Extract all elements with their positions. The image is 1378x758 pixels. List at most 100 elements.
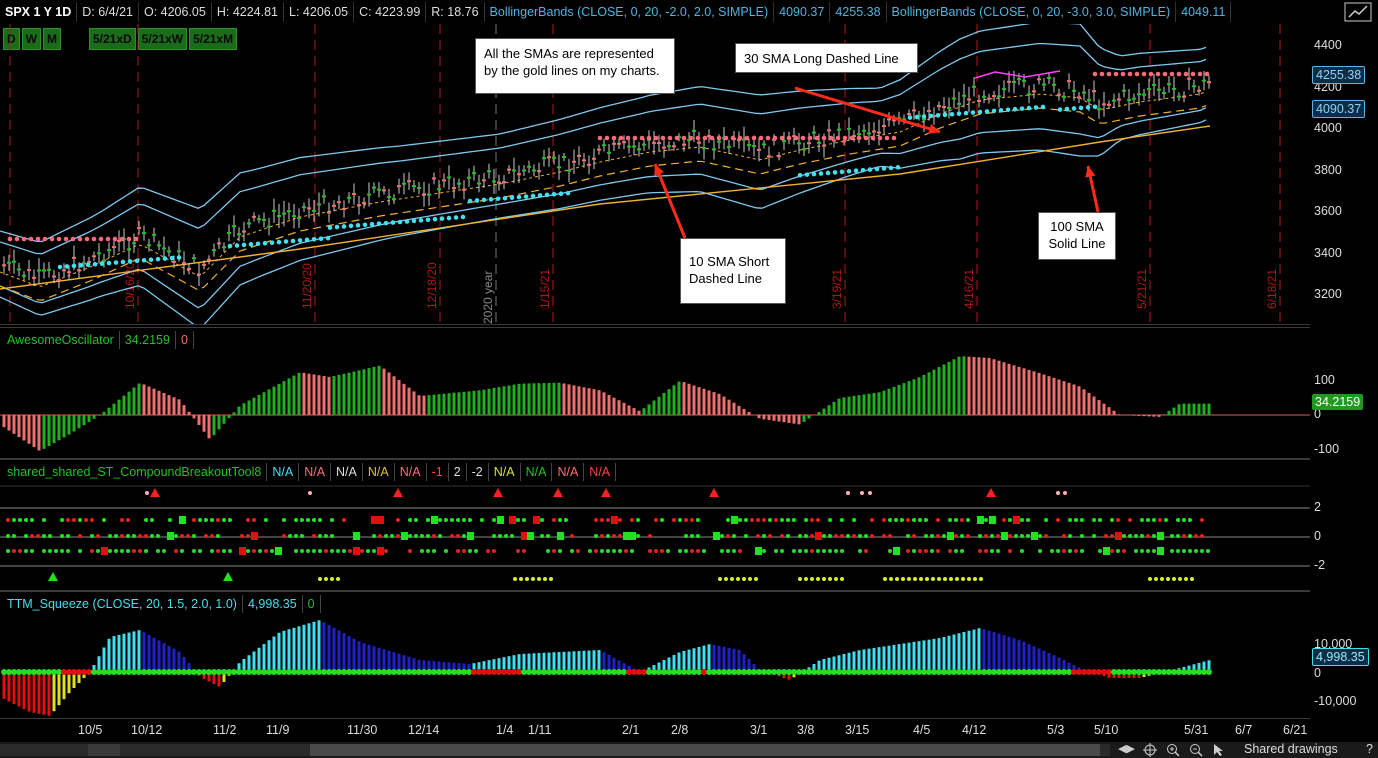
compound-breakout-pane[interactable]: shared_shared_ST_CompoundBreakoutTool8 N… bbox=[0, 459, 1310, 591]
shared-drawings-button[interactable]: Shared drawings bbox=[1244, 742, 1338, 756]
ao-histogram-bar bbox=[832, 401, 836, 415]
st-name[interactable]: shared_shared_ST_CompoundBreakoutTool8 bbox=[2, 463, 268, 481]
zoom-out-icon[interactable] bbox=[1189, 743, 1203, 757]
support-dot bbox=[474, 198, 480, 203]
price-chart[interactable]: 10/16/20 11/20/20 12/18/20 2020 year 1/15/21… bbox=[0, 24, 1310, 324]
ttm-squeeze-dot bbox=[321, 669, 327, 675]
ao-histogram-bar bbox=[422, 395, 426, 415]
ttm-histogram-bar bbox=[127, 632, 131, 672]
st-signal-dot bbox=[888, 534, 892, 538]
ttm-histogram-bar bbox=[477, 662, 481, 672]
ttm-squeeze-dot bbox=[311, 669, 317, 675]
ao-histogram-bar bbox=[1002, 362, 1006, 415]
scrollbar-thumb[interactable] bbox=[310, 744, 1100, 756]
ao-histogram-bar bbox=[602, 392, 606, 415]
timeframe-5-21-w-button[interactable]: 5/21xW bbox=[137, 28, 188, 50]
support-dot bbox=[234, 243, 240, 248]
compound-breakout-chart[interactable] bbox=[0, 460, 1310, 590]
scroll-start-handle[interactable] bbox=[88, 744, 120, 756]
bollinger2-label[interactable]: BollingerBands (CLOSE, 0, 20, -3.0, 3.0,… bbox=[887, 2, 1177, 22]
ao-histogram-bar bbox=[587, 388, 591, 415]
st-signal-dot bbox=[60, 534, 64, 538]
ao-histogram-bar bbox=[472, 390, 476, 415]
ttm-squeeze-dot bbox=[666, 669, 672, 675]
st-signal-dot bbox=[720, 549, 724, 553]
ttm-squeeze-dot bbox=[856, 669, 862, 675]
ao-histogram-bar bbox=[207, 415, 211, 439]
ttm-squeeze-dot bbox=[51, 669, 57, 675]
st-signal-dot bbox=[312, 518, 316, 522]
ao-histogram-bar bbox=[552, 382, 556, 415]
ttm-histogram-bar bbox=[432, 661, 436, 672]
ao-histogram-bar bbox=[607, 395, 611, 415]
st-signal-dot bbox=[1026, 534, 1030, 538]
ttm-histogram-bar bbox=[337, 630, 341, 672]
st-signal-dot bbox=[1038, 549, 1042, 553]
ttm-axis[interactable]: 10,000 0 -10,000 4,998.35 bbox=[1310, 591, 1378, 717]
chart-settings-icon[interactable] bbox=[1344, 2, 1372, 22]
ao-axis[interactable]: 100 0 -100 34.2159 bbox=[1310, 327, 1378, 457]
ao-histogram-bar bbox=[987, 357, 991, 415]
period-label: 3/19/21 bbox=[830, 269, 844, 309]
awesome-oscillator-pane[interactable]: AwesomeOscillator 34.2159 0 bbox=[0, 327, 1310, 459]
ttm-histogram-bar bbox=[212, 672, 216, 684]
ao-name[interactable]: AwesomeOscillator bbox=[2, 331, 120, 349]
resistance-dot bbox=[126, 236, 132, 242]
st-signal-dot bbox=[30, 534, 34, 538]
crosshair-icon[interactable] bbox=[1143, 743, 1157, 757]
zoom-in-icon[interactable] bbox=[1166, 743, 1180, 757]
st-low-signal-dot bbox=[748, 577, 752, 581]
price-pane[interactable]: 10/16/20 11/20/20 12/18/20 2020 year 1/15/21… bbox=[0, 24, 1310, 325]
ttm-squeeze-dot bbox=[966, 669, 972, 675]
ao-histogram-bar bbox=[597, 390, 601, 415]
ttm-histogram-bar bbox=[997, 633, 1001, 672]
ttm-squeeze-dot bbox=[866, 669, 872, 675]
awesome-oscillator-chart[interactable] bbox=[0, 328, 1310, 458]
ttm-squeeze-dot bbox=[286, 669, 292, 675]
help-icon[interactable]: ? bbox=[1366, 742, 1373, 756]
timeframe-month-button[interactable]: M bbox=[43, 28, 61, 50]
ttm-squeeze-dot bbox=[271, 669, 277, 675]
cursor-icon[interactable] bbox=[1212, 743, 1226, 757]
ttm-squeeze-pane[interactable]: TTM_Squeeze (CLOSE, 20, 1.5, 2.0, 1.0) 4… bbox=[0, 591, 1310, 719]
x-axis[interactable]: 10/5 10/12 11/2 11/9 11/30 12/14 1/4 1/1… bbox=[0, 717, 1310, 742]
ao-histogram-bar bbox=[982, 357, 986, 415]
ttm-squeeze-dot bbox=[656, 669, 662, 675]
ttm-name[interactable]: TTM_Squeeze (CLOSE, 20, 1.5, 2.0, 1.0) bbox=[2, 595, 243, 613]
ttm-histogram-bar bbox=[217, 672, 221, 687]
ttm-squeeze-dot bbox=[516, 669, 522, 675]
timeframe-5-21-d-button[interactable]: 5/21xD bbox=[89, 28, 136, 50]
price-axis[interactable]: 4400 4200 4000 3800 3600 3400 3200 4255.… bbox=[1310, 24, 1378, 324]
ttm-squeeze-dot bbox=[11, 669, 17, 675]
scroll-left-right-icon[interactable]: ◀▶ bbox=[1118, 743, 1135, 755]
ttm-histogram-bar bbox=[667, 657, 671, 672]
st-signal-dot bbox=[216, 534, 220, 538]
st-signal-dot bbox=[1020, 549, 1024, 553]
bollinger1-label[interactable]: BollingerBands (CLOSE, 0, 20, -2.0, 2.0,… bbox=[485, 2, 775, 22]
st-signal-dot bbox=[1134, 549, 1138, 553]
st-signal-dot bbox=[732, 549, 736, 553]
st-signal-dot bbox=[822, 534, 826, 538]
st-axis[interactable]: 2 0 -2 bbox=[1310, 459, 1378, 589]
ttm-squeeze-dot bbox=[46, 669, 52, 675]
timeframe-blank-button[interactable] bbox=[63, 28, 87, 50]
support-dot bbox=[1085, 105, 1091, 110]
ttm-histogram-bar bbox=[852, 651, 856, 672]
x-tick-19: 6/7 bbox=[1235, 723, 1253, 737]
timeframe-5-21-m-button[interactable]: 5/21xM bbox=[189, 28, 238, 50]
symbol-label[interactable]: SPX 1 Y 1D bbox=[0, 2, 78, 22]
timeframe-week-button[interactable]: W bbox=[21, 28, 41, 50]
st-signal-dot bbox=[12, 549, 16, 553]
ao-histogram-bar bbox=[842, 397, 846, 415]
st-signal-dot bbox=[96, 534, 100, 538]
ttm-squeeze-chart[interactable] bbox=[0, 592, 1310, 718]
ttm-squeeze-dot bbox=[941, 669, 947, 675]
timeframe-day-button[interactable]: D bbox=[3, 28, 20, 50]
ao-histogram-bar bbox=[922, 374, 926, 415]
ao-histogram-bar bbox=[1017, 366, 1021, 415]
resistance-dot bbox=[1169, 71, 1175, 77]
st-signal-dot bbox=[318, 518, 322, 522]
horizontal-scrollbar[interactable] bbox=[0, 744, 1110, 756]
support-dot bbox=[874, 166, 880, 172]
st-signal-dot bbox=[606, 518, 610, 522]
